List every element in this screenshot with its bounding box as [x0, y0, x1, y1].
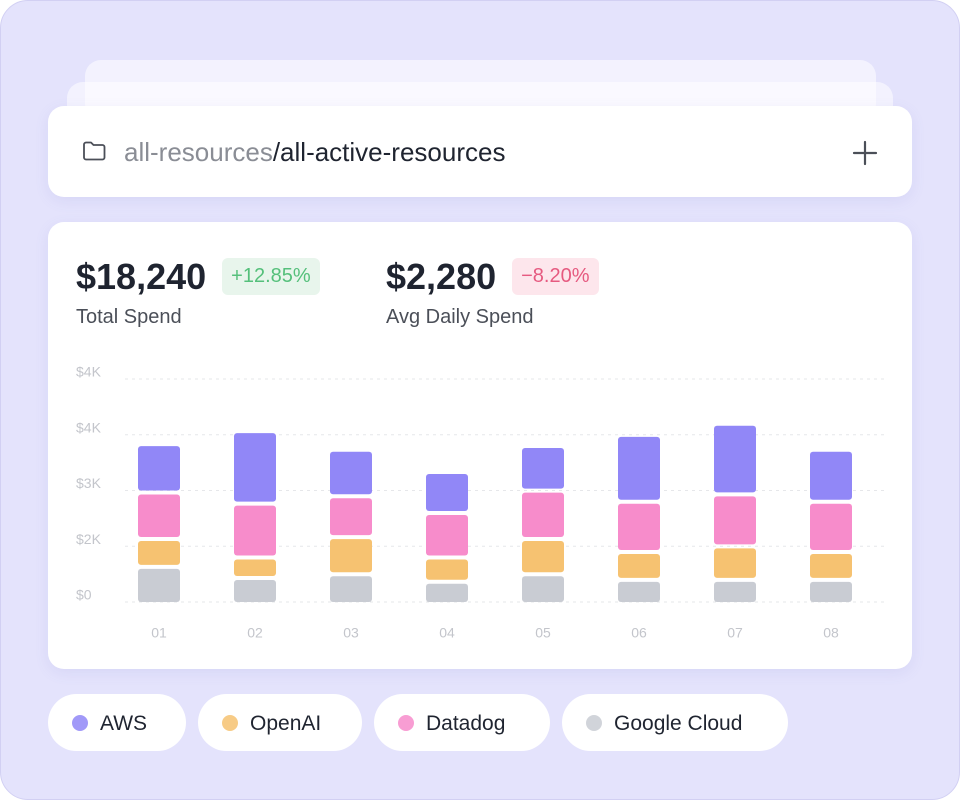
stat-value: $2,280 — [386, 256, 497, 297]
legend-item[interactable]: Datadog — [374, 694, 550, 751]
stat-label: Total Spend — [76, 306, 182, 328]
legend-swatch — [72, 715, 88, 731]
legend-label: OpenAI — [250, 712, 322, 735]
stat: $2,280 −8.20% Avg Daily Spend — [386, 256, 599, 329]
legend-label: AWS — [100, 712, 148, 735]
legend-label: Datadog — [426, 712, 506, 735]
breadcrumb-bar: all-resources/all-active-resources — [48, 106, 912, 197]
legend-label: Google Cloud — [614, 712, 743, 735]
legend-swatch — [586, 715, 602, 731]
stat-change: +12.85% — [222, 258, 320, 295]
chart-card: $18,240 +12.85% Total Spend $2,280 −8.20% … — [48, 222, 912, 669]
breadcrumb-parent[interactable]: all-resources — [124, 137, 273, 167]
add-button[interactable] — [852, 140, 878, 166]
folder-icon — [83, 141, 106, 161]
stat-label: Avg Daily Spend — [386, 306, 534, 328]
legend-item[interactable]: Google Cloud — [562, 694, 788, 751]
stat: $18,240 +12.85% Total Spend — [76, 256, 320, 329]
legend-swatch — [222, 715, 238, 731]
breadcrumb-path: all-resources/all-active-resources — [124, 137, 505, 168]
breadcrumb-current: /all-active-resources — [272, 137, 506, 167]
legend-item[interactable]: AWS — [48, 694, 186, 751]
legend-swatch — [398, 715, 414, 731]
stat-change: −8.20% — [512, 258, 599, 295]
stat-value: $18,240 — [76, 256, 207, 297]
legend-item[interactable]: OpenAI — [198, 694, 362, 751]
